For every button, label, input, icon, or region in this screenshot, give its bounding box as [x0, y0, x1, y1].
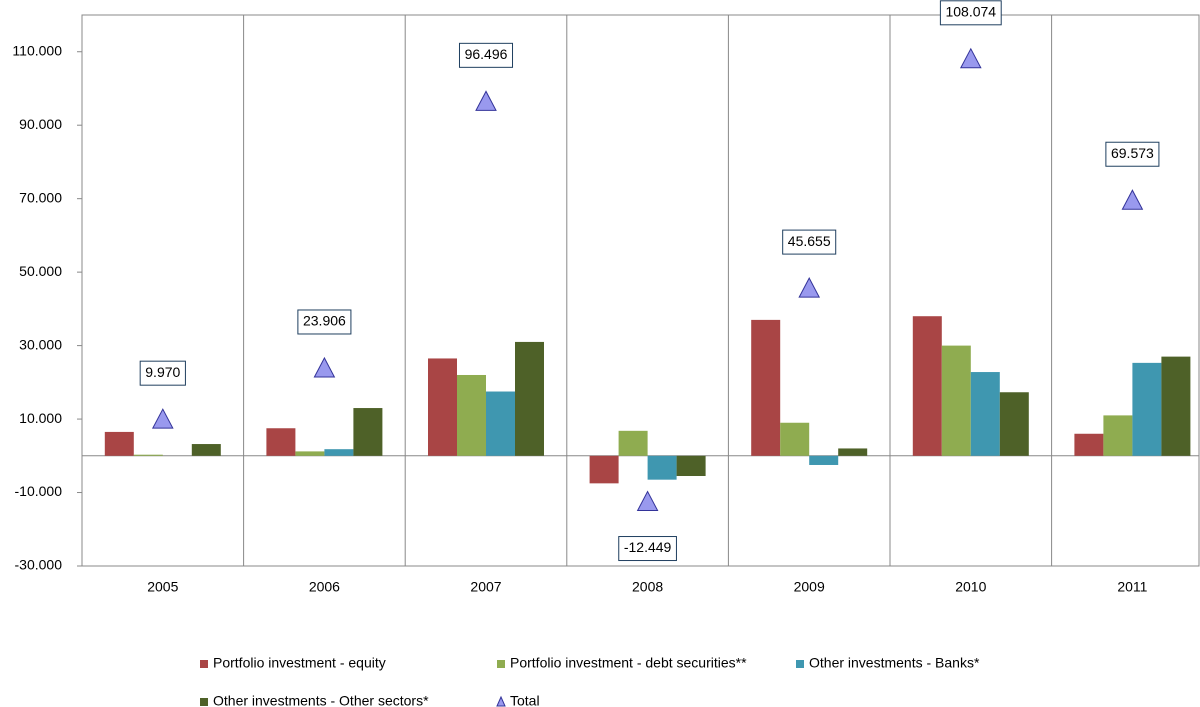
- legend-swatch: [796, 660, 804, 668]
- bar: [838, 448, 868, 456]
- bar: [295, 451, 325, 456]
- y-tick-label: -10.000: [15, 483, 63, 499]
- bar: [970, 372, 1000, 456]
- bar: [618, 430, 648, 456]
- y-tick-label: 30.000: [19, 336, 62, 352]
- value-label: 108.074: [945, 4, 996, 20]
- bar: [133, 454, 163, 456]
- bar: [589, 455, 619, 484]
- legend-swatch: [200, 698, 208, 706]
- bar: [751, 319, 781, 456]
- total-marker: [475, 90, 497, 111]
- bar: [1132, 362, 1162, 456]
- x-tick-label: 2005: [147, 579, 178, 595]
- x-tick-label: 2007: [470, 579, 501, 595]
- value-label: 69.573: [1111, 145, 1154, 161]
- y-tick-label: 90.000: [19, 116, 62, 132]
- plot-area: [81, 14, 1200, 567]
- bar: [353, 408, 383, 456]
- value-label: 23.906: [303, 313, 346, 329]
- legend-label: Other investments - Banks*: [809, 655, 980, 671]
- total-marker: [151, 408, 174, 429]
- value-label-box: [939, 0, 1002, 26]
- value-label-box: [782, 229, 837, 255]
- bar: [1103, 415, 1133, 456]
- value-label-box: [297, 309, 352, 335]
- bar: [999, 392, 1029, 456]
- bar: [647, 455, 677, 480]
- bar: [676, 455, 706, 477]
- legend-label: Portfolio investment - equity: [213, 655, 386, 671]
- x-tick-label: 2006: [309, 579, 340, 595]
- total-marker: [798, 277, 821, 298]
- value-label: 96.496: [465, 46, 508, 62]
- x-tick-label: 2010: [955, 579, 986, 595]
- x-tick-label: 2009: [794, 579, 825, 595]
- value-label-box: [618, 536, 677, 562]
- bar: [486, 391, 515, 456]
- legend-label: Total: [510, 693, 540, 707]
- legend-swatch: [497, 660, 505, 668]
- value-label-box: [139, 360, 186, 386]
- total-marker: [959, 47, 982, 69]
- value-label-box: [458, 42, 514, 68]
- y-tick-label: 10.000: [19, 410, 62, 426]
- bar: [266, 428, 296, 456]
- legend-swatch: [496, 695, 506, 707]
- value-label: 45.655: [788, 233, 831, 249]
- y-tick-label: 50.000: [19, 263, 62, 279]
- y-tick-label: 110.000: [12, 42, 62, 58]
- bar: [941, 345, 971, 456]
- total-marker: [1121, 189, 1144, 210]
- bar: [1074, 433, 1104, 456]
- bar: [1161, 356, 1191, 456]
- bar: [191, 444, 221, 456]
- value-label: -12.449: [624, 539, 672, 555]
- bar: [780, 422, 810, 456]
- value-label: 9.970: [145, 364, 180, 380]
- legend-swatch: [200, 660, 208, 668]
- legend-label: Other investments - Other sectors*: [213, 693, 429, 707]
- bar: [428, 358, 457, 456]
- y-tick-label: -30.000: [15, 557, 63, 573]
- value-label-box: [1105, 141, 1160, 167]
- total-marker: [636, 490, 659, 512]
- total-marker: [313, 356, 336, 378]
- legend-label: Portfolio investment - debt securities**: [510, 655, 747, 671]
- y-tick-label: 70.000: [19, 189, 62, 205]
- x-tick-label: 2008: [632, 579, 663, 595]
- bar: [515, 341, 544, 456]
- bar: [324, 449, 354, 456]
- x-tick-label: 2011: [1117, 579, 1147, 595]
- bar: [912, 316, 942, 456]
- bar: [104, 431, 134, 456]
- bar: [457, 374, 486, 456]
- bar: [809, 455, 839, 465]
